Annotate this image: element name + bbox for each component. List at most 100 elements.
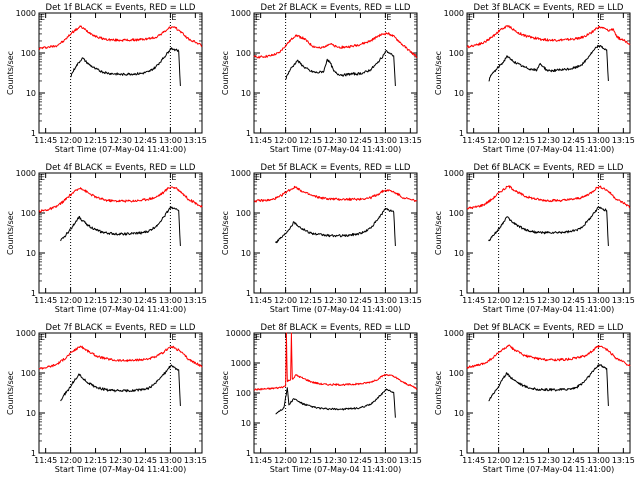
x-tick-label: 12:00	[487, 456, 510, 465]
x-tick-label: 11:45	[462, 456, 485, 465]
y-tick-label: 1000	[16, 329, 36, 338]
y-tick-label: 10	[26, 89, 36, 98]
x-tick-label: 12:45	[562, 136, 585, 145]
x-tick-label: 13:15	[399, 136, 422, 145]
x-tick-label: 12:45	[562, 296, 585, 305]
panel-title: Det 1f BLACK = Events, RED = LLD	[46, 3, 196, 13]
x-tick-label: 12:45	[349, 296, 372, 305]
marker-letter: E	[171, 173, 176, 182]
x-tick-label: 12:30	[109, 136, 132, 145]
x-axis-label: Start Time (07-May-04 11:41:00)	[270, 465, 401, 474]
y-tick-label: 1	[246, 129, 251, 138]
panel-title: Det 4f BLACK = Events, RED = LLD	[46, 163, 196, 173]
x-tick-label: 12:00	[487, 296, 510, 305]
panel-title: Det 3f BLACK = Events, RED = LLD	[474, 3, 624, 13]
x-tick-label: 12:15	[512, 296, 535, 305]
y-tick-label: 100	[21, 49, 36, 58]
x-tick-label: 12:30	[109, 296, 132, 305]
x-tick-label: 12:15	[512, 456, 535, 465]
lld-series-line	[466, 185, 631, 210]
y-axis-label: Counts/sec	[221, 371, 230, 415]
marker-letter: E	[468, 333, 473, 342]
x-tick-label: 12:30	[537, 296, 560, 305]
y-tick-label: 10	[241, 249, 251, 258]
x-axis-label: Start Time (07-May-04 11:41:00)	[270, 145, 401, 154]
marker-letter: E	[386, 333, 391, 342]
y-tick-label: 1000	[444, 9, 464, 18]
marker-letter: E	[40, 333, 45, 342]
y-axis-label: Counts/sec	[434, 51, 443, 95]
x-tick-label: 13:00	[159, 296, 182, 305]
x-axis-label: Start Time (07-May-04 11:41:00)	[270, 305, 401, 314]
x-tick-label: 12:30	[324, 136, 347, 145]
marker-letter: E	[599, 173, 604, 182]
chart-panel-4: Det 4f BLACK = Events, RED = LLD 1 10 100 10…	[6, 163, 207, 314]
x-tick-label: 12:45	[134, 296, 157, 305]
y-tick-label: 10	[26, 249, 36, 258]
events-series-line	[488, 206, 609, 247]
events-series-line	[60, 206, 181, 247]
y-tick-label: 1	[31, 289, 36, 298]
x-tick-label: 12:45	[134, 136, 157, 145]
x-tick-label: 13:00	[587, 136, 610, 145]
y-tick-label: 10	[26, 409, 36, 418]
marker-letter: E	[468, 13, 473, 22]
lld-series-line	[253, 32, 418, 59]
lld-series-line	[253, 185, 418, 203]
y-tick-label: 1	[459, 449, 464, 458]
x-tick-label: 11:45	[34, 296, 57, 305]
panel-title: Det 2f BLACK = Events, RED = LLD	[261, 3, 411, 13]
plot-frame	[38, 172, 203, 294]
y-tick-label: 1000	[231, 359, 251, 368]
plot-frame	[466, 12, 631, 134]
y-tick-label: 100	[21, 369, 36, 378]
lld-series-line	[38, 186, 203, 213]
marker-letter: E	[40, 173, 45, 182]
marker-letter: E	[386, 13, 391, 22]
lld-series-line	[38, 25, 203, 50]
y-axis-label: Counts/sec	[221, 51, 230, 95]
marker-letter: E	[255, 173, 260, 182]
x-tick-label: 13:15	[612, 136, 635, 145]
x-tick-label: 13:15	[612, 296, 635, 305]
chart-panel-7: Det 7f BLACK = Events, RED = LLD 1 10 100 10…	[6, 323, 207, 474]
panel-title: Det 8f BLACK = Events, RED = LLD	[261, 323, 411, 333]
chart-panel-3: Det 3f BLACK = Events, RED = LLD 1 10 100 10…	[434, 3, 635, 154]
y-tick-label: 100	[449, 209, 464, 218]
marker-letter: E	[171, 333, 176, 342]
x-tick-label: 11:45	[249, 296, 272, 305]
events-series-line	[60, 364, 181, 407]
x-tick-label: 12:30	[537, 456, 560, 465]
marker-letter: E	[599, 13, 604, 22]
events-series-line	[275, 207, 396, 247]
y-tick-label: 1	[246, 289, 251, 298]
chart-panel-1: Det 1f BLACK = Events, RED = LLD 1 10 100 10…	[6, 3, 207, 154]
marker-letter: E	[255, 13, 260, 22]
y-tick-label: 10	[454, 409, 464, 418]
x-tick-label: 12:30	[324, 456, 347, 465]
y-tick-label: 100	[449, 49, 464, 58]
y-tick-label: 1	[246, 449, 251, 458]
panel-title: Det 5f BLACK = Events, RED = LLD	[261, 163, 411, 173]
y-tick-label: 10	[241, 419, 251, 428]
x-tick-label: 12:00	[274, 136, 297, 145]
y-tick-label: 1	[459, 129, 464, 138]
y-tick-label: 10	[241, 89, 251, 98]
y-tick-label: 10	[454, 249, 464, 258]
x-tick-label: 12:45	[562, 456, 585, 465]
y-axis-label: Counts/sec	[434, 371, 443, 415]
chart-panel-9: Det 9f BLACK = Events, RED = LLD 1 10 100 10…	[434, 323, 635, 474]
lld-series-line	[466, 25, 631, 49]
y-tick-label: 1000	[231, 9, 251, 18]
x-axis-label: Start Time (07-May-04 11:41:00)	[483, 305, 614, 314]
x-tick-label: 13:00	[374, 456, 397, 465]
y-tick-label: 100	[449, 369, 464, 378]
plot-frame	[253, 172, 418, 294]
x-tick-label: 12:15	[84, 136, 107, 145]
y-tick-label: 100	[236, 389, 251, 398]
y-tick-label: 1000	[231, 169, 251, 178]
x-tick-label: 12:15	[299, 296, 322, 305]
y-tick-label: 1000	[444, 169, 464, 178]
x-tick-label: 12:15	[299, 136, 322, 145]
